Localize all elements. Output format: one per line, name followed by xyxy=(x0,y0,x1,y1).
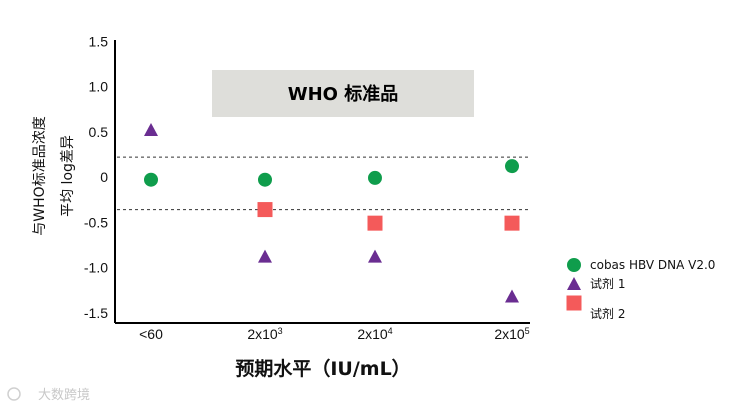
y-tick-label: 0.5 xyxy=(89,124,109,140)
watermark-text: 大数跨境 xyxy=(38,388,90,403)
data-point-circle xyxy=(505,159,519,174)
y-tick-label: 0 xyxy=(100,169,108,185)
legend-label: 试剂 2 xyxy=(590,306,625,321)
y-tick-label: 1.0 xyxy=(89,79,109,95)
y-tick-label: -1.5 xyxy=(84,305,108,321)
x-axis-label: 预期水平（IU/mL） xyxy=(235,357,410,380)
data-point-triangle xyxy=(258,249,272,263)
data-point-circle xyxy=(144,172,158,187)
reference-lines xyxy=(117,156,530,211)
legend-label: 试剂 1 xyxy=(590,276,625,291)
data-point-circle xyxy=(258,172,272,187)
data-point-triangle xyxy=(368,249,382,263)
y-axis-label-line1: 与WHO标准品浓度 xyxy=(32,116,48,235)
legend-marker-triangle xyxy=(567,277,581,290)
data-point-square xyxy=(367,215,383,231)
y-axis-label: 与WHO标准品浓度 平均 log差异 xyxy=(32,116,76,235)
legend: cobas HBV DNA V2.0 试剂 1 试剂 2 xyxy=(566,258,715,321)
x-tick-label: 2x103 xyxy=(247,326,282,342)
data-point-circle xyxy=(368,170,382,185)
legend-marker-circle xyxy=(567,258,581,272)
y-tick-label: -0.5 xyxy=(84,214,108,230)
y-tick-label: -1.0 xyxy=(84,260,108,276)
x-tick-label: 2x105 xyxy=(494,326,529,342)
x-tick-labels: <60 2x103 2x104 2x105 xyxy=(139,326,530,342)
data-points xyxy=(144,122,520,303)
x-tick-label: 2x104 xyxy=(357,326,392,342)
banner-label: WHO 标准品 xyxy=(288,83,399,105)
y-axis-label-line2: 平均 log差异 xyxy=(60,135,76,217)
y-tick-labels: 1.5 1.0 0.5 0 -0.5 -1.0 -1.5 xyxy=(84,33,108,321)
banner-box xyxy=(212,70,474,117)
legend-marker-square xyxy=(566,295,582,311)
watermark: 大数跨境 xyxy=(7,387,90,403)
x-tick-label: <60 xyxy=(139,326,163,342)
y-tick-label: 1.5 xyxy=(89,33,109,49)
watermark-logo-icon xyxy=(7,387,21,401)
data-point-square xyxy=(257,202,273,218)
legend-label: cobas HBV DNA V2.0 xyxy=(590,258,715,272)
data-point-square xyxy=(504,215,520,231)
data-point-triangle xyxy=(505,289,519,303)
data-point-triangle xyxy=(144,122,158,136)
